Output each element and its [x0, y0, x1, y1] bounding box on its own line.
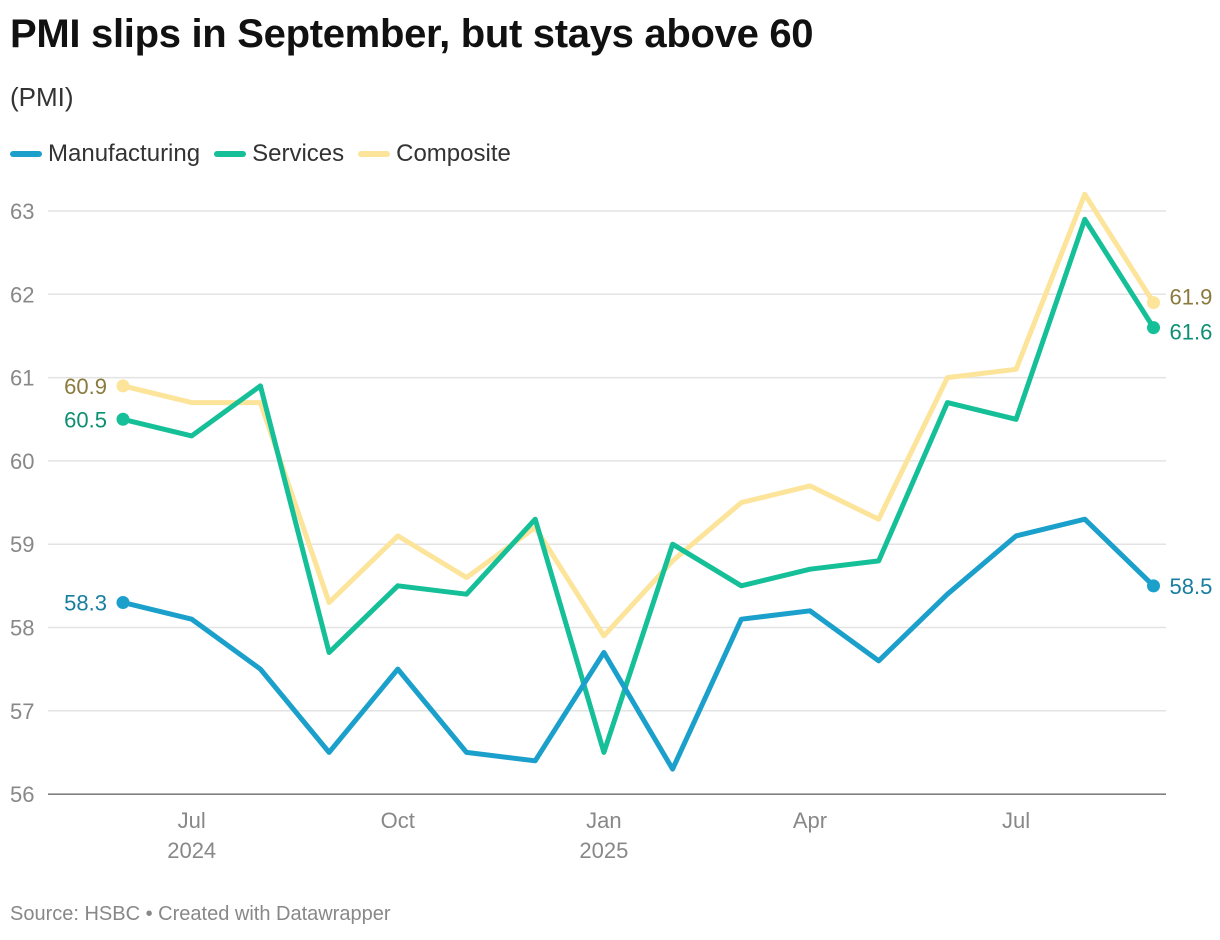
series-line-composite [120, 191, 1156, 639]
x-tick-year-2024: 2024 [167, 838, 216, 863]
legend-swatch-services [214, 151, 247, 157]
y-tick-label-57: 57 [10, 699, 34, 724]
start-value-label-composite: 60.9 [64, 374, 107, 399]
legend-label-composite: Composite [396, 140, 511, 167]
chart-subtitle: (PMI) [10, 82, 74, 112]
y-tick-label-63: 63 [10, 199, 34, 224]
end-point-manufacturing [1147, 579, 1160, 593]
y-tick-label-58: 58 [10, 616, 34, 641]
legend: Manufacturing Services Composite [10, 140, 525, 168]
series-line-services [120, 216, 1156, 755]
y-tick-label-59: 59 [10, 532, 34, 557]
x-tick-label-jul: Jul [178, 808, 206, 833]
y-tick-label-62: 62 [10, 282, 34, 307]
start-point-services [116, 412, 130, 426]
chart-title: PMI slips in September, but stays above … [10, 12, 814, 56]
y-tick-label-60: 60 [10, 449, 34, 474]
legend-item-composite: Composite [358, 140, 511, 168]
end-point-services [1147, 321, 1160, 335]
legend-label-manufacturing: Manufacturing [48, 140, 201, 167]
start-value-label-manufacturing: 58.3 [64, 591, 107, 616]
y-tick-label-61: 61 [10, 366, 34, 391]
legend-label-services: Services [252, 140, 345, 167]
end-point-composite [1147, 296, 1160, 310]
x-tick-year-2025: 2025 [579, 838, 628, 863]
legend-swatch-composite [358, 151, 391, 157]
legend-swatch-manufacturing [10, 151, 42, 157]
end-value-label-services: 61.6 [1170, 320, 1213, 345]
start-point-manufacturing [116, 596, 130, 610]
start-point-composite [116, 379, 130, 393]
start-value-label-services: 60.5 [64, 407, 107, 432]
x-tick-label-jul: Jul [1002, 808, 1030, 833]
x-tick-label-oct: Oct [381, 808, 415, 833]
series-line-manufacturing [120, 516, 1156, 772]
x-tick-label-jan: Jan [586, 808, 621, 833]
legend-item-manufacturing: Manufacturing [10, 140, 200, 168]
source-note: Source: HSBC • Created with Datawrapper [10, 903, 391, 925]
line-chart: 56 57 58 59 60 61 62 63 Jul 2024 Oct Jan 2025 Apr Jul 5… [10, 191, 1213, 863]
end-value-label-composite: 61.9 [1170, 285, 1213, 310]
legend-item-services: Services [214, 140, 344, 168]
end-value-label-manufacturing: 58.5 [1170, 574, 1213, 599]
y-tick-label-56: 56 [10, 782, 34, 807]
x-tick-label-apr: Apr [793, 808, 827, 833]
